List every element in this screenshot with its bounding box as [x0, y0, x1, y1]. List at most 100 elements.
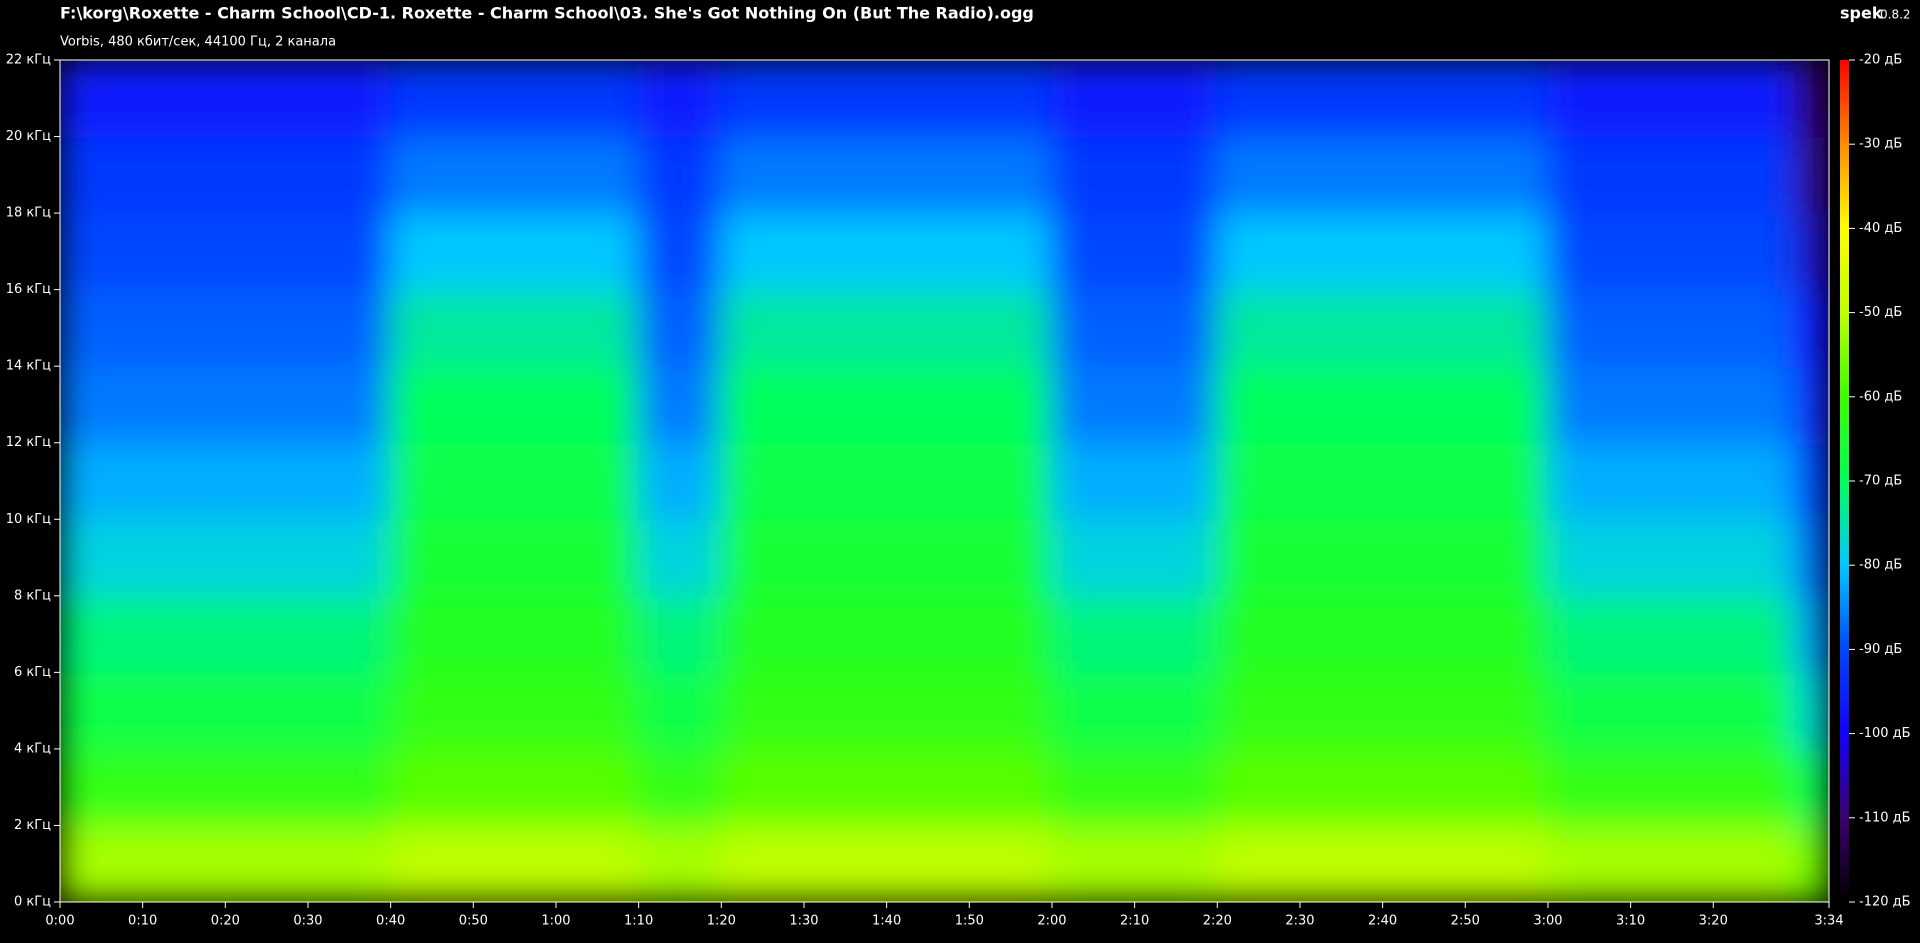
spectrum-cell — [1298, 212, 1384, 291]
spectrum-cell — [472, 365, 557, 444]
spectrum-cell — [1464, 288, 1549, 368]
spectrum-cell — [720, 824, 805, 902]
spectrum-cell — [637, 365, 723, 444]
spectrum-cell — [60, 594, 144, 674]
x-tick-label: 1:40 — [872, 914, 901, 929]
spectrum-cell — [1794, 594, 1829, 674]
color-tick-label: -90 дБ — [1859, 642, 1902, 657]
spectrum-cell — [554, 288, 640, 368]
spectrum-cell — [1794, 671, 1829, 750]
spectrum-cell — [1133, 365, 1219, 444]
spectrum-cell — [1133, 60, 1219, 138]
spectrum-cell — [1216, 824, 1301, 902]
spectrum-cell — [1216, 671, 1301, 750]
spectrum-cell — [1464, 594, 1549, 674]
spectrum-cell — [1216, 60, 1301, 138]
spectrum-cell — [1794, 135, 1829, 215]
spectrum-cell — [637, 135, 723, 215]
spectrum-cell — [1298, 60, 1384, 138]
spectrum-cell — [637, 212, 723, 291]
spectrum-cell — [885, 441, 971, 521]
spectrum-cell — [141, 288, 227, 368]
spectrum-cell — [1381, 60, 1467, 138]
spectrum-cell — [968, 671, 1053, 750]
spectrum-cell — [802, 212, 888, 291]
spectrum-cell — [885, 671, 971, 750]
spectrum-cell — [389, 441, 475, 521]
spectrum-cell — [306, 824, 392, 902]
spectrum-cell — [141, 518, 227, 597]
spectrum-cell — [1298, 441, 1384, 521]
spectrum-cell — [1546, 824, 1632, 902]
spectrum-cell — [389, 288, 475, 368]
spectrum-cell — [1712, 365, 1797, 444]
spectrum-cell — [60, 824, 144, 902]
x-tick-label: 0:00 — [45, 914, 74, 929]
spectrum-cell — [1546, 288, 1632, 368]
spectrum-cell — [1216, 518, 1301, 597]
spectrum-cell — [1546, 747, 1632, 827]
spectrum-cell — [720, 60, 805, 138]
spectrum-cell — [389, 518, 475, 597]
spectrum-cell — [224, 594, 309, 674]
spectrum-cell — [1464, 365, 1549, 444]
spectrum-cell — [554, 747, 640, 827]
spectrum-cell — [1133, 441, 1219, 521]
spectrum-cell — [472, 518, 557, 597]
spectrum-cell — [885, 824, 971, 902]
spectrum-cell — [637, 60, 723, 138]
spectrum-cell — [1629, 671, 1715, 750]
spectrum-cell — [1050, 518, 1136, 597]
spectrum-cell — [1381, 441, 1467, 521]
spectrum-cell — [802, 135, 888, 215]
spectrum-cell — [968, 135, 1053, 215]
spectrum-cell — [141, 824, 227, 902]
spectrum-cell — [885, 288, 971, 368]
spectrum-cell — [885, 60, 971, 138]
spectrum-cell — [1629, 747, 1715, 827]
spectrum-cell — [1464, 212, 1549, 291]
spectrum-cell — [1712, 594, 1797, 674]
spectrum-cell — [224, 518, 309, 597]
spectrum-cell — [1050, 60, 1136, 138]
spectrum-cell — [1794, 824, 1829, 902]
spectrum-cell — [1464, 824, 1549, 902]
y-tick-label: 8 кГц — [14, 588, 51, 603]
spectrum-cell — [637, 747, 723, 827]
spectrum-cell — [1794, 365, 1829, 444]
spectrum-cell — [1381, 288, 1467, 368]
x-tick-label: 3:34 — [1814, 914, 1843, 929]
spectrum-cell — [472, 288, 557, 368]
spectrum-cell — [1546, 365, 1632, 444]
spectrum-cell — [60, 288, 144, 368]
spectrum-cell — [1216, 288, 1301, 368]
color-tick-label: -120 дБ — [1859, 895, 1911, 910]
spectrum-cell — [224, 212, 309, 291]
spectrum-cell — [802, 824, 888, 902]
x-tick-label: 0:20 — [211, 914, 240, 929]
spectrum-cell — [1050, 824, 1136, 902]
spectrum-cell — [306, 441, 392, 521]
spectrum-cell — [141, 747, 227, 827]
spectrum-cell — [1712, 441, 1797, 521]
spectrum-cell — [1050, 747, 1136, 827]
spectrum-cell — [1381, 212, 1467, 291]
spectrum-cell — [1298, 135, 1384, 215]
spectrum-cell — [1712, 671, 1797, 750]
spectrum-cell — [472, 135, 557, 215]
app-version: 0.8.2 — [1880, 8, 1911, 22]
spectrum-cell — [389, 135, 475, 215]
spectrum-cell — [1133, 671, 1219, 750]
spectrum-cell — [885, 212, 971, 291]
spectrum-cell — [968, 288, 1053, 368]
spectrum-cell — [60, 212, 144, 291]
spectrum-cell — [968, 365, 1053, 444]
spectrum-cell — [224, 671, 309, 750]
spectrum-cell — [1794, 518, 1829, 597]
color-tick-label: -60 дБ — [1859, 389, 1902, 404]
spectrum-cell — [554, 365, 640, 444]
x-tick-label: 2:20 — [1203, 914, 1232, 929]
spectrum-cell — [637, 594, 723, 674]
spectrogram — [60, 60, 1829, 902]
